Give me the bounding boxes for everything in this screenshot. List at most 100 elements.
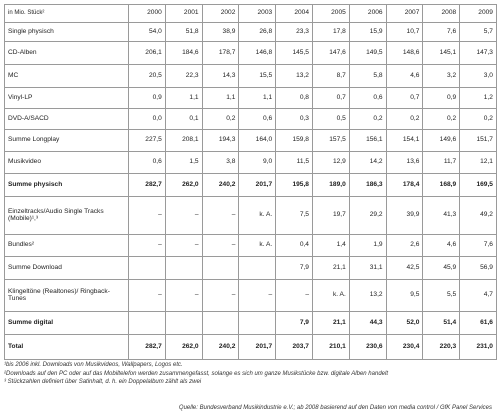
table-cell: 12,1: [459, 151, 497, 174]
table-cell: 7,9: [275, 311, 313, 335]
table-cell: 3,2: [422, 64, 461, 88]
table-cell: 10,7: [385, 22, 424, 42]
footnote-3: ³ Stückzahlen definiert über Satinhalt, …: [4, 379, 202, 385]
row-label: DVD-A/SACD: [4, 108, 129, 130]
table-cell: 157,5: [311, 129, 350, 152]
table-cell: 15,9: [348, 22, 387, 42]
table-cell: 156,1: [348, 129, 387, 152]
table-cell: –: [201, 196, 240, 235]
table-cell: 0,7: [311, 87, 350, 109]
table-row: Bundles² – – – k. A. 0,4 1,4 1,9 2,6 4,6 7,6: [4, 234, 497, 257]
table-cell: 19,7: [311, 196, 350, 235]
table-cell: 262,0: [164, 173, 203, 197]
table-body: Single physisch 54,0 51,8 38,9 26,8 23,3 17,8 1…: [4, 22, 497, 360]
table-cell: 0,2: [348, 108, 387, 130]
table-cell: [238, 311, 277, 335]
table-cell: 49,2: [459, 196, 497, 235]
table-cell: –: [128, 196, 166, 235]
table-cell: 8,7: [311, 64, 350, 88]
table-cell: 0,3: [275, 108, 313, 130]
table-cell: 13,2: [275, 64, 313, 88]
table-cell: 5,7: [459, 22, 497, 42]
table-cell: 42,5: [385, 256, 424, 280]
table-cell: 282,7: [128, 334, 166, 360]
row-label: Total: [4, 334, 129, 360]
table-cell: 147,6: [311, 41, 350, 65]
table-cell: 23,3: [275, 22, 313, 42]
table-cell: 39,9: [385, 196, 424, 235]
table-cell: 29,2: [348, 196, 387, 235]
table-cell: 240,2: [201, 334, 240, 360]
table-cell: 220,3: [422, 334, 461, 360]
table-cell: –: [128, 234, 166, 257]
table-cell: –: [164, 234, 203, 257]
table-cell: 0,9: [128, 87, 166, 109]
table-row: Vinyl-LP 0,9 1,1 1,1 1,1 0,8 0,7 0,6 0,7 0,9 1,2: [4, 87, 497, 109]
table-cell: 3,0: [459, 64, 497, 88]
table-cell: 159,8: [275, 129, 313, 152]
table-cell: 230,6: [348, 334, 387, 360]
table-cell: 149,5: [348, 41, 387, 65]
table-row: Single physisch 54,0 51,8 38,9 26,8 23,3 17,8 1…: [4, 22, 497, 42]
table-cell: k. A.: [238, 196, 277, 235]
table-cell: 240,2: [201, 173, 240, 197]
table-cell: 178,4: [385, 173, 424, 197]
table-cell: 0,6: [238, 108, 277, 130]
table-cell: 4,7: [459, 279, 497, 312]
table-cell: 7,6: [422, 22, 461, 42]
table-cell: 7,6: [459, 234, 497, 257]
table-cell: 12,9: [311, 151, 350, 174]
row-label: Musikvideo: [4, 151, 129, 174]
table-row: CD-Alben 206,1 184,6 178,7 146,8 145,5 147,6 14…: [4, 41, 497, 65]
table-cell: 0,2: [459, 108, 497, 130]
year-header-2009: 2009: [459, 4, 497, 23]
table-cell: 195,8: [275, 173, 313, 197]
row-label: Vinyl-LP: [4, 87, 129, 109]
table-cell: 230,4: [385, 334, 424, 360]
table-cell: 7,5: [275, 196, 313, 235]
table-cell: k. A.: [238, 234, 277, 257]
row-label: Summe Download: [4, 256, 129, 280]
table-cell: 262,0: [164, 334, 203, 360]
table-row: Musikvideo 0,6 1,5 3,8 9,0 11,5 12,9 14,2 13,6 11…: [4, 151, 497, 174]
table-cell: 206,1: [128, 41, 166, 65]
row-label: Summe physisch: [4, 173, 129, 197]
year-header-2007: 2007: [385, 4, 424, 23]
table-cell: 44,3: [348, 311, 387, 335]
table-cell: 21,1: [311, 256, 350, 280]
table-cell: –: [201, 234, 240, 257]
table-cell: 194,3: [201, 129, 240, 152]
year-header-2001: 2001: [164, 4, 203, 23]
table-cell: 38,9: [201, 22, 240, 42]
table-cell: [128, 311, 166, 335]
table-cell: [164, 311, 203, 335]
table-cell: [238, 256, 277, 280]
table-cell: 26,8: [238, 22, 277, 42]
table-row: Summe Longplay 227,5 208,1 194,3 164,0 159,8 1…: [4, 129, 497, 152]
year-header-2004: 2004: [275, 4, 313, 23]
table-cell: 17,8: [311, 22, 350, 42]
table-row: Summe digital 7,9 21,1 44,3 52,0 51,4 61,6: [4, 311, 497, 335]
table-cell: –: [128, 279, 166, 312]
table-cell: –: [201, 279, 240, 312]
row-label: Klingeltöne (Realtones)/ Ringback-Tunes: [4, 279, 129, 312]
table-cell: 21,1: [311, 311, 350, 335]
table-cell: 1,4: [311, 234, 350, 257]
header-unit-label: in Mio. Stück²: [4, 4, 129, 23]
table-cell: 51,8: [164, 22, 203, 42]
table-cell: –: [275, 279, 313, 312]
table-cell: 203,7: [275, 334, 313, 360]
table-cell: 0,6: [128, 151, 166, 174]
row-label: Einzeltracks/Audio Single Tracks (Mobile…: [4, 196, 129, 235]
table-cell: [201, 311, 240, 335]
table-cell: 184,6: [164, 41, 203, 65]
table-cell: 20,5: [128, 64, 166, 88]
table-cell: [128, 256, 166, 280]
table-cell: 5,8: [348, 64, 387, 88]
table-cell: –: [164, 196, 203, 235]
table-cell: 186,3: [348, 173, 387, 197]
sales-table: in Mio. Stück² 2000 2001 2002 2003 2004 2005 2…: [4, 4, 497, 360]
table-cell: 1,1: [238, 87, 277, 109]
footnote-1: ¹bis 2006 inkl. Downloads von Musikvideo…: [4, 362, 183, 368]
table-cell: 147,3: [459, 41, 497, 65]
